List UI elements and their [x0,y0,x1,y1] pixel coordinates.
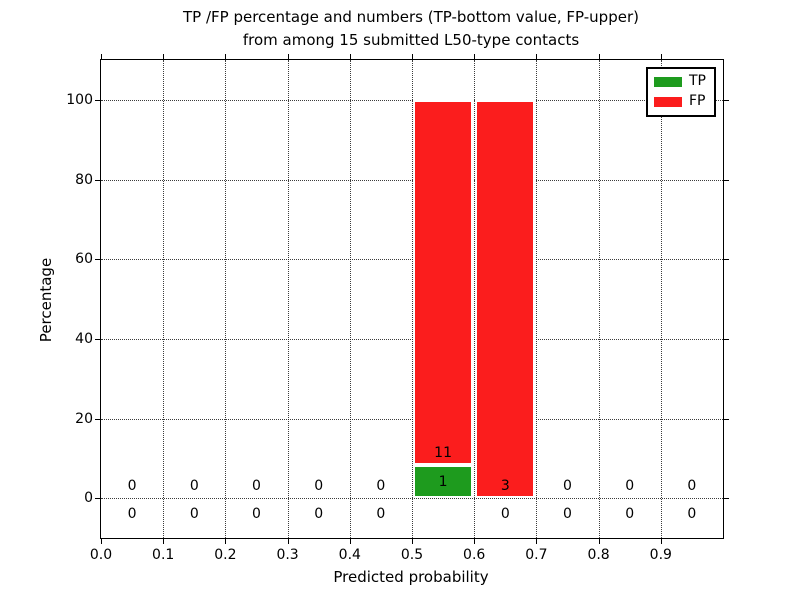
x-tick-mark-top [101,54,102,59]
x-tick-mark [474,539,476,544]
gridline-vertical [474,60,476,538]
x-tick-label: 0.7 [525,547,548,563]
x-tick-label: 0.8 [587,547,610,563]
y-tick-mark-right [724,99,729,101]
y-tick-mark [95,498,100,500]
y-tick-mark [95,338,100,340]
y-tick-mark-right [724,338,729,340]
x-tick-label: 0.1 [152,547,175,563]
tp-count-label: 0 [252,506,261,523]
fp-count-label: 0 [314,478,324,495]
tp-count-label: 0 [563,506,572,523]
x-tick-mark-top [536,54,538,59]
gridline-vertical [163,60,165,538]
x-tick-label: 0.6 [463,547,486,563]
tp-count-label: 0 [500,506,510,523]
bar-segment-tp [413,464,474,499]
gridline-vertical [287,60,289,538]
y-tick-mark [95,179,100,181]
x-tick-mark-top [287,54,289,59]
fp-count-label: 0 [563,478,572,495]
fp-count-label: 11 [434,445,452,462]
fp-count-label: 0 [625,478,635,495]
x-tick-label: 0.0 [89,547,113,563]
gridline-horizontal [101,99,723,101]
legend-item-tp: TP [654,74,708,89]
gridline-horizontal [101,259,723,261]
x-axis-label: Predicted probability [333,568,489,586]
fp-count-label: 0 [687,478,697,495]
legend-item-fp: FP [654,94,708,109]
x-tick-label: 0.5 [400,547,424,563]
chart-title-line-2: from among 15 submitted L50-type contact… [242,31,580,49]
fp-count-label: 0 [127,478,137,495]
x-tick-mark-top [163,54,165,59]
legend: TP FP [646,67,716,117]
x-tick-label: 0.4 [338,547,361,563]
fp-count-label: 0 [189,478,199,495]
x-tick-mark [287,539,289,544]
x-tick-mark-top [349,54,351,59]
y-tick-mark [95,418,100,420]
x-tick-mark [412,539,413,544]
y-tick-label: 40 [75,330,93,347]
y-tick-mark-right [724,498,729,500]
x-tick-mark [536,539,538,544]
y-tick-mark-right [724,259,729,261]
legend-label-fp: FP [689,93,706,109]
bar-segment-fp [475,99,536,499]
y-tick-mark-right [724,179,729,181]
x-tick-mark-top [412,54,413,59]
plot-area: 0.0 0.1 0.2 0.3 0.4 0.5 0.6 0.7 0.8 0.9 0 20 40 60 80 1… [66,54,729,563]
y-tick-mark-right [724,418,729,420]
fp-count-label: 0 [252,478,261,495]
x-tick-label: 0.3 [276,547,299,563]
x-tick-mark [163,539,165,544]
tp-count-label: 0 [376,506,386,523]
x-tick-label: 0.2 [214,547,237,563]
y-tick-label: 0 [84,490,93,507]
x-tick-mark [349,539,351,544]
y-tick-label: 100 [66,91,93,108]
legend-swatch-tp [654,76,682,87]
gridline-horizontal [101,418,723,420]
gridline-vertical [349,60,351,538]
y-tick-label: 20 [75,410,93,427]
tp-count-label: 0 [127,506,137,523]
tp-count-label: 1 [438,473,448,490]
x-tick-mark-top [474,54,476,59]
gridline-vertical [412,60,413,538]
y-tick-mark [95,99,100,101]
tp-count-label: 0 [189,506,199,523]
x-tick-label: 0.9 [649,547,672,563]
gridline-vertical [660,60,662,538]
x-tick-mark [598,539,600,544]
x-tick-mark-top [225,54,227,59]
x-tick-mark-top [598,54,600,59]
gridline-horizontal [101,179,723,181]
gridline-horizontal [101,338,723,340]
gridline-vertical [598,60,600,538]
tp-count-label: 0 [625,506,635,523]
gridline-horizontal [101,498,723,500]
chart-title-line-1: TP /FP percentage and numbers (TP-bottom… [183,8,639,26]
x-tick-mark-top [660,54,662,59]
x-tick-mark [660,539,662,544]
chart-title: TP /FP percentage and numbers (TP-bottom… [100,6,722,52]
y-tick-mark [95,259,100,261]
x-tick-mark [101,539,102,544]
tp-count-label: 0 [314,506,324,523]
bar-segment-fp [413,99,474,465]
y-tick-label: 60 [75,251,93,268]
y-tick-label: 80 [75,171,93,188]
legend-label-tp: TP [689,73,706,89]
legend-swatch-fp [654,96,682,107]
fp-count-label: 0 [376,478,386,495]
tp-count-label: 0 [687,506,697,523]
x-tick-mark [225,539,227,544]
fp-count-label: 3 [500,478,510,495]
gridline-vertical [225,60,227,538]
gridline-vertical [536,60,538,538]
